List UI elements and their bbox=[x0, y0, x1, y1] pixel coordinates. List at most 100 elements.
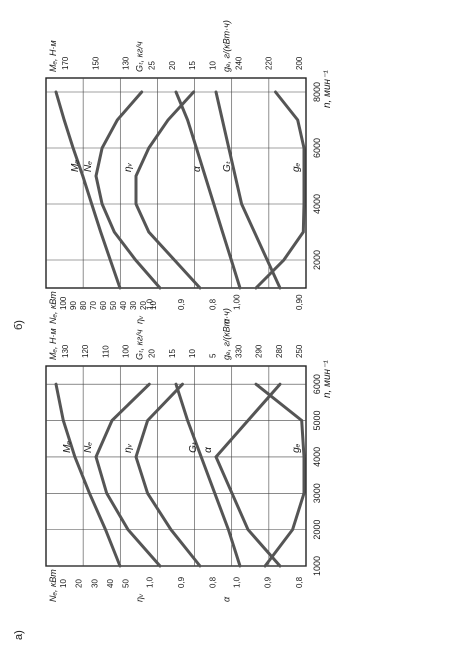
left-axis-title: α bbox=[221, 318, 231, 324]
right-tick-label: 15 bbox=[168, 349, 177, 358]
panel-a-grid bbox=[46, 366, 306, 567]
x-tick-label: 5000 bbox=[312, 411, 322, 431]
series-line-gt bbox=[174, 90, 242, 290]
series-line-v bbox=[134, 90, 202, 290]
x-tick-label: 4000 bbox=[312, 447, 322, 467]
right-tick-label: 120 bbox=[81, 344, 90, 358]
series-line-series bbox=[214, 90, 282, 290]
curve-label-ne: Mₑ bbox=[70, 160, 81, 172]
left-tick-label: 1,00 bbox=[232, 294, 241, 310]
right-tick-label: 280 bbox=[275, 344, 284, 358]
right-tick-label: 5 bbox=[208, 353, 217, 358]
left-tick-label: 0,8 bbox=[295, 576, 304, 588]
left-tick-label: 80 bbox=[79, 301, 88, 310]
right-tick-label: 150 bbox=[91, 56, 100, 70]
left-tick-label: 70 bbox=[89, 301, 98, 310]
left-tick-label: 1,0 bbox=[146, 576, 155, 588]
right-tick-label: 20 bbox=[168, 61, 177, 70]
right-tick-label: 10 bbox=[188, 349, 197, 358]
left-tick-label: 40 bbox=[106, 579, 115, 588]
series-line-series bbox=[214, 382, 282, 568]
right-tick-label: 130 bbox=[122, 56, 131, 70]
right-tick-label: 240 bbox=[234, 56, 243, 70]
left-tick-label: 0,90 bbox=[295, 294, 304, 310]
right-axis-title: Mₑ, Н·м bbox=[48, 40, 58, 72]
curve-label-gt: Gₜ bbox=[188, 441, 199, 453]
curve-label-ge: gₑ bbox=[291, 162, 302, 172]
panel-b-x-axis-label: n, мин⁻¹ bbox=[322, 70, 333, 108]
series-line-me bbox=[94, 90, 162, 290]
left-axis-title: Nₑ, кВт bbox=[48, 291, 58, 324]
panel-b-plot-frame bbox=[45, 77, 307, 289]
curve-label-me: Nₑ bbox=[83, 442, 94, 453]
left-tick-label: 0,8 bbox=[208, 298, 217, 310]
panel-b-series bbox=[54, 90, 306, 290]
curve-label-v: ηᵥ bbox=[123, 443, 134, 453]
left-tick-label: 20 bbox=[75, 579, 84, 588]
x-tick-label: 2000 bbox=[312, 250, 322, 270]
series-line-ne bbox=[54, 382, 122, 568]
right-tick-label: 200 bbox=[295, 56, 304, 70]
left-axis-title: Nₑ, кВт bbox=[48, 569, 58, 602]
panel-b-label: б) bbox=[13, 320, 25, 330]
right-axis-title: gₑ, г/(кВт·ч) bbox=[221, 308, 231, 360]
curve-label-v: ηᵥ bbox=[123, 162, 134, 172]
x-tick-label: 3000 bbox=[312, 483, 322, 503]
left-tick-label: 40 bbox=[119, 301, 128, 310]
left-tick-label: 20 bbox=[139, 301, 148, 310]
right-tick-label: 110 bbox=[101, 345, 110, 358]
left-tick-label: 90 bbox=[69, 301, 78, 310]
right-axis-title: gₑ, г/(кВт·ч) bbox=[221, 20, 231, 72]
left-tick-label: 100 bbox=[59, 296, 68, 310]
right-tick-label: 100 bbox=[122, 344, 131, 358]
panel-a-label: а) bbox=[13, 630, 25, 640]
right-tick-label: 25 bbox=[148, 61, 157, 70]
x-tick-label: 8000 bbox=[312, 82, 322, 102]
right-tick-label: 20 bbox=[148, 349, 157, 358]
curve-label-series: Gₜ bbox=[222, 160, 233, 172]
panel-a-series bbox=[54, 382, 306, 568]
series-line-gt bbox=[174, 382, 242, 568]
series-line-ge bbox=[254, 90, 306, 290]
x-tick-label: 6000 bbox=[312, 374, 322, 394]
curve-label-series: α bbox=[203, 447, 214, 453]
x-tick-label: 1000 bbox=[312, 556, 322, 576]
panel-b-chart: б) 2000 4000 6000 8000 Nₑ, кВт 100 90 80 70 60 50 4… bbox=[13, 20, 333, 330]
left-tick-label: 60 bbox=[99, 301, 108, 310]
left-tick-label: 0,8 bbox=[208, 576, 217, 588]
left-axis-title: ηᵥ bbox=[135, 593, 145, 602]
right-tick-label: 15 bbox=[188, 61, 197, 70]
series-line-v bbox=[134, 382, 202, 568]
right-tick-label: 10 bbox=[208, 61, 217, 70]
curve-label-ge: gₑ bbox=[291, 443, 302, 453]
left-tick-label: 10 bbox=[149, 301, 158, 310]
left-tick-label: 1,0 bbox=[232, 576, 241, 588]
panel-b-ticks: 2000 4000 6000 8000 Nₑ, кВт 100 90 80 70 60 50 40 30… bbox=[48, 20, 322, 324]
right-tick-label: 130 bbox=[61, 344, 70, 358]
x-tick-label: 6000 bbox=[312, 138, 322, 158]
left-tick-label: 50 bbox=[122, 579, 131, 588]
left-tick-label: 0,9 bbox=[177, 298, 186, 310]
left-tick-label: 1,0 bbox=[146, 298, 155, 310]
left-tick-label: 0,9 bbox=[177, 576, 186, 588]
right-tick-label: 250 bbox=[295, 344, 304, 358]
left-axis-title: ηᵥ bbox=[135, 315, 145, 324]
right-tick-label: 290 bbox=[255, 344, 264, 358]
curve-label-ne: Mₑ bbox=[62, 441, 73, 453]
right-tick-label: 170 bbox=[61, 56, 70, 70]
x-tick-label: 2000 bbox=[312, 520, 322, 540]
series-line-ne bbox=[54, 90, 122, 290]
panel-a-curve-labels: Mₑ Nₑ ηᵥ Gₜ α gₑ bbox=[62, 441, 302, 453]
right-axis-title: Gₜ, кг/ч bbox=[135, 329, 145, 360]
left-tick-label: 30 bbox=[129, 301, 138, 310]
left-tick-label: 10 bbox=[59, 579, 68, 588]
right-tick-label: 330 bbox=[234, 344, 243, 358]
x-tick-label: 4000 bbox=[312, 194, 322, 214]
curve-label-me: Nₑ bbox=[83, 161, 94, 172]
series-line-ge bbox=[254, 382, 306, 568]
right-axis-title: Mₑ, Н·м bbox=[48, 328, 58, 360]
right-axis-title: Gₜ, кг/ч bbox=[135, 41, 145, 72]
